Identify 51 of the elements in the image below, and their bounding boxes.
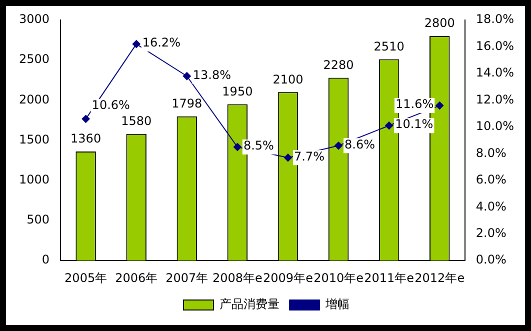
x-tick-label: 2010年e	[314, 270, 364, 285]
x-tick-label: 2007年	[166, 270, 208, 285]
x-tick-label: 2012年e	[414, 270, 465, 285]
y-tick-label: 500	[26, 212, 50, 227]
data-label: 2280	[323, 58, 354, 72]
y2-tick-label: 18.0%	[476, 12, 514, 26]
y-tick-label: 2000	[18, 92, 50, 106]
y2-tick-label: 12.0%	[476, 92, 514, 106]
data-label: 1798	[172, 96, 202, 111]
y2-tick-label: 6.0%	[476, 172, 506, 187]
x-tick-label: 2011年e	[364, 270, 414, 285]
y2-tick-label: 4.0%	[476, 199, 506, 214]
data-label: 8.5%	[243, 138, 274, 153]
x-tick-label: 2006年	[115, 270, 158, 285]
data-label: 8.6%	[344, 137, 376, 152]
data-label: 13.8%	[192, 68, 232, 82]
data-label: 10.6%	[92, 98, 130, 112]
y-tick-label: 1000	[18, 172, 50, 187]
y2-tick-label: 8.0%	[476, 146, 506, 160]
point	[82, 114, 90, 123]
point	[132, 40, 140, 48]
data-label: 11.6%	[395, 97, 434, 112]
x-tick-label: 2009年e	[263, 270, 313, 285]
y2-tick-label: 10.0%	[476, 119, 514, 134]
data-label: 2510	[374, 39, 404, 54]
data-label: 1950	[222, 84, 253, 98]
point	[436, 102, 444, 110]
legend-label: 产品消费量	[220, 297, 280, 312]
y-tick-label: 1500	[18, 132, 50, 146]
y2-tick-label: 0.0%	[476, 252, 506, 267]
point	[182, 72, 191, 80]
data-label: 2800	[424, 16, 455, 30]
data-label: 1360	[70, 132, 102, 146]
y-tick-label: 0	[42, 252, 50, 267]
data-label: 16.2%	[142, 36, 180, 50]
legend-label: 增幅	[324, 297, 350, 312]
y2-tick-label: 2.0%	[476, 226, 506, 240]
data-label: 10.1%	[395, 117, 434, 132]
x-tick-label: 2005年	[64, 270, 108, 285]
point	[385, 122, 394, 130]
data-label: 7.7%	[294, 149, 324, 164]
x-tick-label: 2008年e	[212, 270, 262, 285]
point	[233, 142, 242, 151]
y-tick-label: 3000	[18, 12, 50, 26]
data-label: 1580	[121, 114, 152, 128]
y2-tick-label: 16.0%	[476, 38, 514, 53]
y-tick-label: 2500	[18, 52, 50, 66]
y2-tick-label: 14.0%	[476, 66, 514, 80]
data-label: 2100	[272, 72, 304, 86]
point	[334, 142, 343, 150]
point	[284, 154, 292, 162]
